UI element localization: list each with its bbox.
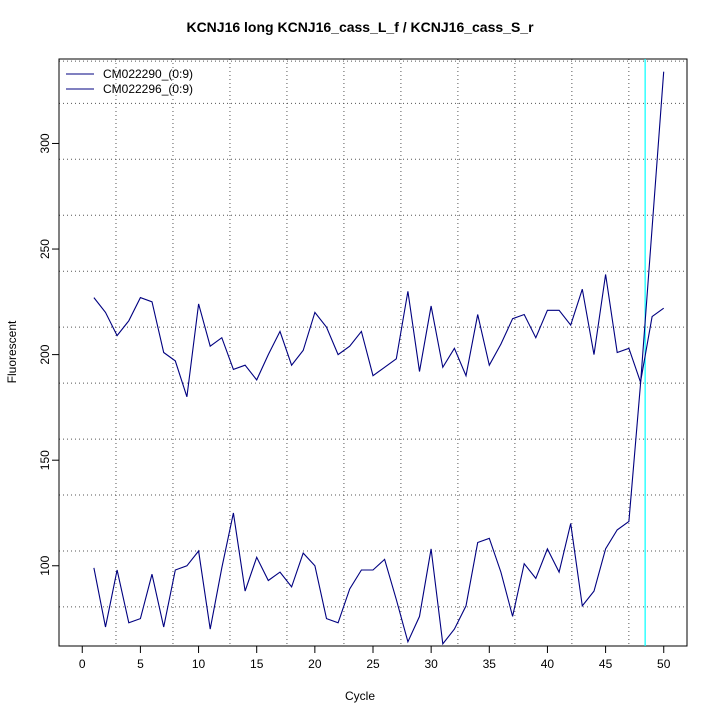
y-tick-label: 150 xyxy=(38,450,52,470)
y-axis-label: Fluorescent xyxy=(5,320,19,384)
x-tick-label: 0 xyxy=(79,657,86,671)
y-tick-label: 300 xyxy=(38,133,52,153)
x-tick-label: 25 xyxy=(366,657,380,671)
x-tick-label: 15 xyxy=(250,657,264,671)
legend-label: CM022296_(0:9) xyxy=(103,82,193,96)
x-tick-label: 50 xyxy=(657,657,671,671)
x-tick-label: 40 xyxy=(541,657,555,671)
x-axis-label: Cycle xyxy=(344,689,375,703)
y-tick-label: 100 xyxy=(38,555,52,575)
y-tick-label: 250 xyxy=(38,239,52,259)
x-tick-label: 45 xyxy=(599,657,613,671)
series-line-2 xyxy=(93,71,665,646)
series-line-1 xyxy=(93,274,665,397)
x-tick-label: 10 xyxy=(192,657,206,671)
chart-title: KCNJ16 long KCNJ16_cass_L_f / KCNJ16_cas… xyxy=(186,19,534,35)
plot-frame xyxy=(58,58,688,647)
legend-label: CM022290_(0:9) xyxy=(103,67,193,81)
x-tick-label: 30 xyxy=(424,657,438,671)
x-tick-label: 35 xyxy=(483,657,497,671)
x-tick-label: 20 xyxy=(308,657,322,671)
x-tick-label: 5 xyxy=(137,657,144,671)
y-tick-label: 200 xyxy=(38,344,52,364)
